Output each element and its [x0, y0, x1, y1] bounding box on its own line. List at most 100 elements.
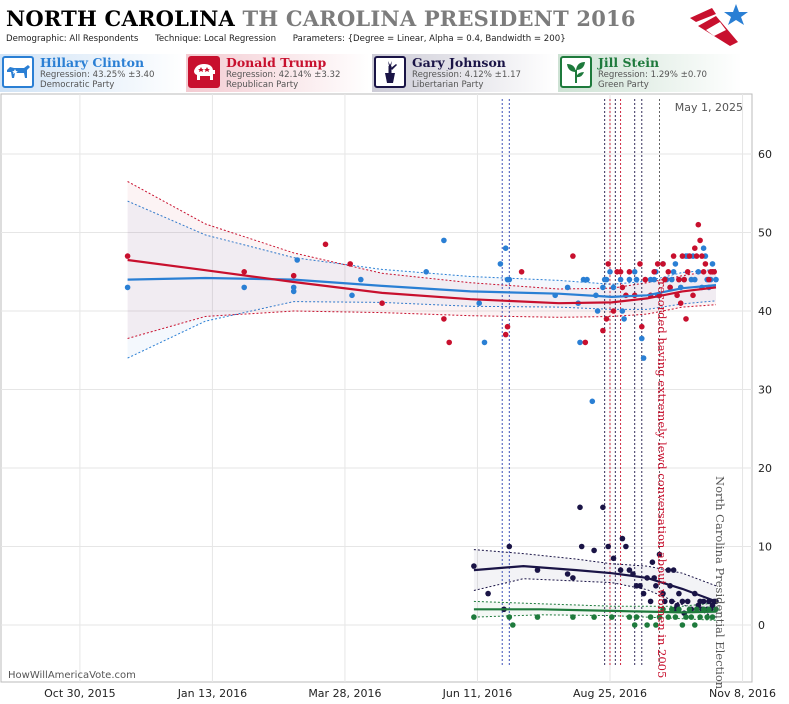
chart-header: NORTH CAROLINA TH CAROLINA PRESIDENT 201…: [0, 0, 789, 54]
candidate-party: Republican Party: [226, 80, 299, 90]
poll-point: [591, 614, 597, 620]
poll-point: [623, 543, 629, 550]
poll-point: [124, 284, 131, 291]
poll-point: [669, 598, 675, 605]
candidate-name: Gary Johnson: [412, 55, 506, 70]
y-tick-label: 30: [758, 384, 772, 397]
hwav-star-logo-icon[interactable]: [686, 2, 750, 50]
poll-point: [600, 504, 606, 511]
regression-line: [127, 276, 717, 299]
elephant-icon: [188, 56, 220, 88]
x-tick-label: Jun 11, 2016: [442, 687, 513, 700]
poll-point: [637, 583, 643, 589]
poll-point: [600, 327, 606, 334]
plot-frame: [0, 93, 753, 683]
poll-point: [605, 543, 611, 550]
poll-point: [619, 308, 626, 314]
poll-point: [669, 276, 675, 283]
y-tick-label: 60: [758, 148, 772, 161]
poll-point: [582, 339, 589, 346]
poll-point: [639, 323, 645, 330]
poll-point: [660, 606, 666, 613]
poll-point: [644, 622, 650, 628]
band-lower-line: [127, 304, 717, 339]
poll-point: [679, 253, 686, 259]
candidate-regression: Regression: 4.12% ±1.17: [412, 70, 521, 80]
tape-annotation: recorded having extremely lewd conversat…: [655, 281, 669, 678]
poll-point: [684, 269, 691, 275]
poll-point: [626, 269, 633, 275]
poll-point: [626, 567, 633, 573]
poll-point: [639, 335, 645, 342]
poll-point: [676, 590, 682, 597]
poll-point: [609, 614, 615, 620]
poll-point: [124, 253, 131, 259]
parameters-line: Demographic: All Respondents Technique: …: [6, 34, 566, 44]
poll-point: [600, 284, 606, 291]
poll-point: [674, 292, 680, 299]
poll-point: [502, 245, 509, 251]
legend-johnson[interactable]: Gary Johnson Regression: 4.12% ±1.17 Lib…: [372, 54, 556, 92]
candidate-party: Libertarian Party: [412, 80, 484, 90]
poll-point: [670, 269, 677, 275]
poll-point: [619, 535, 626, 542]
legend-clinton[interactable]: Hillary Clinton Regression: 43.25% ±3.40…: [0, 54, 184, 92]
poll-point: [534, 567, 541, 573]
poll-point: [651, 269, 657, 275]
poll-point: [485, 590, 491, 597]
poll-point: [570, 614, 576, 620]
poll-point: [676, 606, 682, 613]
poll-point: [423, 269, 430, 275]
poll-point: [631, 269, 638, 275]
legend-trump[interactable]: Donald Trump Regression: 42.14% ±3.32 Re…: [186, 54, 370, 92]
poll-point: [684, 598, 691, 605]
grid-lines: [1, 94, 752, 682]
poll-point: [471, 614, 477, 620]
poll-point: [603, 276, 610, 283]
poll-point: [294, 257, 301, 263]
poll-point: [589, 398, 596, 405]
poll-point: [670, 253, 677, 259]
poll-point: [693, 253, 700, 259]
poll-point: [709, 614, 716, 620]
poll-point: [697, 614, 703, 620]
poll-point: [290, 272, 297, 279]
poll-point: [683, 316, 689, 322]
parameters-label: Parameters: {Degree = Linear, Alpha = 0.…: [292, 34, 566, 44]
poll-point: [690, 292, 696, 299]
y-tick-label: 0: [758, 619, 765, 632]
poll-point: [506, 614, 513, 620]
candidate-name: Donald Trump: [226, 55, 327, 70]
poll-point: [610, 555, 617, 562]
poll-point: [379, 300, 385, 306]
poll-point: [692, 622, 698, 628]
regression-line: [473, 608, 717, 614]
candidate-regression: Regression: 1.29% ±0.70: [598, 70, 707, 80]
legend-stein[interactable]: Jill Stein Regression: 1.29% ±0.70 Green…: [558, 54, 742, 92]
poll-point: [349, 292, 355, 299]
poll-point: [564, 571, 571, 577]
x-tick-label: Mar 28, 2016: [308, 687, 381, 700]
y-tick-label: 10: [758, 541, 772, 554]
poll-point: [662, 598, 668, 605]
poll-point: [506, 276, 513, 283]
poll-point: [665, 567, 672, 573]
plant-icon: [560, 56, 592, 88]
candidate-legend: Hillary Clinton Regression: 43.25% ±3.40…: [0, 54, 789, 93]
y-axis-ticks: 0 10 20 30 40 50 60: [758, 148, 772, 632]
poll-point: [693, 606, 700, 613]
poll-point: [654, 261, 661, 267]
poll-point: [692, 276, 698, 283]
election-annotation: North Carolina Presidential Election: [713, 476, 727, 690]
poll-point: [570, 575, 576, 581]
poll-point: [564, 284, 571, 291]
poll-point: [677, 300, 684, 306]
poll-point: [704, 614, 710, 620]
poll-point: [642, 276, 649, 283]
poll-point: [647, 614, 654, 620]
poll-point: [665, 269, 672, 275]
candidate-name: Jill Stein: [598, 55, 660, 70]
band-upper-line: [473, 600, 717, 607]
candidate-party: Green Party: [598, 80, 649, 90]
poll-point: [577, 339, 583, 346]
